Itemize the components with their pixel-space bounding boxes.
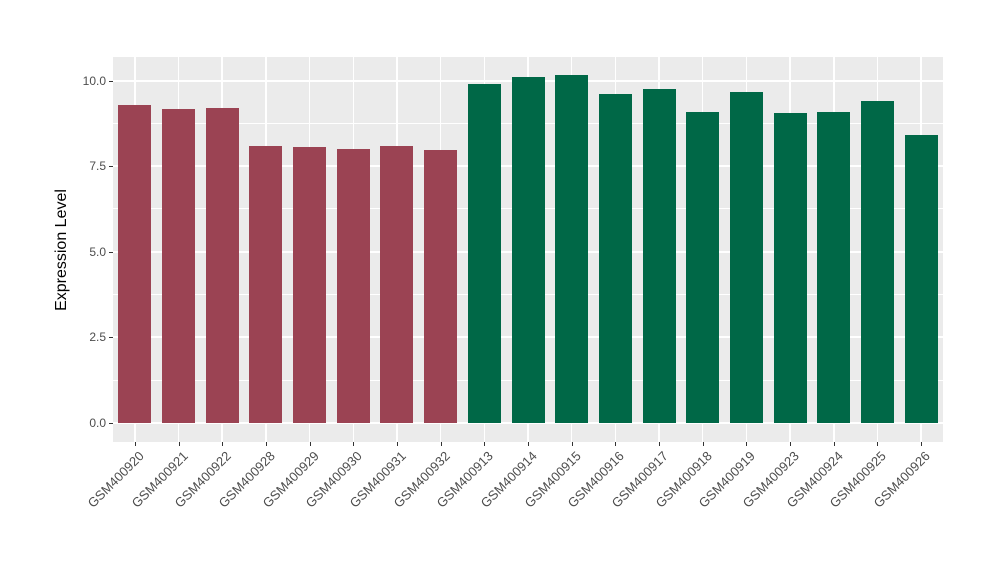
bar-GSM400921 <box>162 108 196 423</box>
bar-GSM400932 <box>424 149 458 423</box>
bar-GSM400931 <box>380 146 414 423</box>
x-tick-mark <box>134 442 136 446</box>
plot-panel <box>113 57 943 442</box>
x-tick-mark <box>877 442 879 446</box>
bar-GSM400924 <box>817 112 851 423</box>
y-tick-label: 0.0 <box>89 416 106 430</box>
x-tick-mark <box>702 442 704 446</box>
x-tick-mark <box>571 442 573 446</box>
x-tick-mark <box>528 442 529 446</box>
x-tick-mark <box>353 442 355 446</box>
y-tick-mark <box>109 423 113 424</box>
x-tick-mark <box>790 442 792 446</box>
bar-GSM400918 <box>686 112 720 423</box>
y-tick-mark <box>109 337 113 339</box>
y-axis-title: Expression Level <box>53 189 70 311</box>
bar-GSM400922 <box>205 107 239 423</box>
bar-GSM400917 <box>642 89 676 423</box>
y-tick-label: 2.5 <box>89 330 106 345</box>
y-tick-label: 5.0 <box>89 244 106 259</box>
bar-GSM400926 <box>904 135 938 423</box>
x-tick-mark <box>222 442 224 446</box>
y-tick-mark <box>109 80 113 82</box>
x-tick-mark <box>265 442 267 446</box>
x-tick-mark <box>833 442 835 446</box>
y-tick-mark <box>109 251 113 253</box>
bar-GSM400928 <box>249 145 283 423</box>
y-tick-mark <box>109 166 113 168</box>
bar-GSM400916 <box>598 93 632 423</box>
y-tick-label: 7.5 <box>89 159 106 174</box>
bar-GSM400930 <box>336 149 370 423</box>
bar-GSM400919 <box>729 91 763 423</box>
bar-GSM400913 <box>467 83 501 423</box>
x-tick-mark <box>484 442 486 446</box>
bar-GSM400923 <box>773 113 807 423</box>
bar-GSM400915 <box>555 74 589 423</box>
y-tick-label: 10.0 <box>82 73 106 88</box>
x-tick-mark <box>921 442 923 446</box>
x-tick-mark <box>440 442 442 446</box>
bar-GSM400929 <box>293 146 327 423</box>
x-tick-mark <box>309 442 311 446</box>
x-tick-mark <box>746 442 748 446</box>
bar-GSM400925 <box>860 101 894 423</box>
x-tick-mark <box>178 442 180 446</box>
x-tick-mark <box>615 442 617 446</box>
bar-GSM400914 <box>511 77 545 423</box>
x-tick-mark <box>659 442 661 446</box>
bar-GSM400920 <box>118 105 152 423</box>
x-tick-mark <box>396 442 398 446</box>
